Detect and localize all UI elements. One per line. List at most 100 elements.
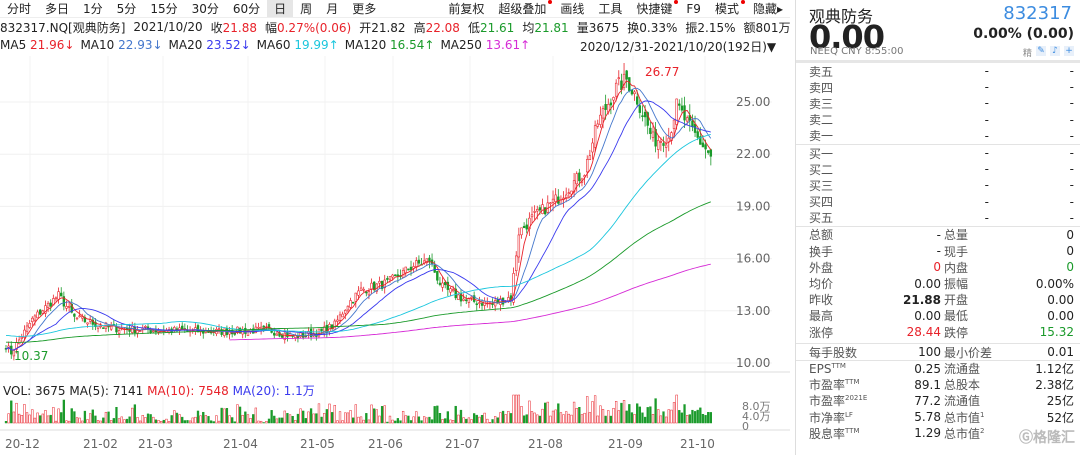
- period-tab[interactable]: 分时: [7, 2, 32, 16]
- volume-bar: [120, 416, 123, 424]
- candle-body: [493, 300, 497, 307]
- order-book-row: 买二 - -: [796, 161, 1080, 177]
- volume-bar: [546, 401, 549, 424]
- candle-body: [299, 332, 302, 337]
- toolbar-button[interactable]: F9: [686, 1, 701, 16]
- volume-bar: [678, 410, 681, 424]
- metric-value: 100: [918, 345, 941, 360]
- candle-body: [596, 123, 599, 127]
- volume-bar: [551, 410, 555, 424]
- toolbar-button[interactable]: 画线: [560, 2, 585, 16]
- toolbar-button[interactable]: 超级叠加: [491, 0, 553, 17]
- avg-value: 21.81: [534, 20, 569, 35]
- volume-bar: [12, 411, 16, 424]
- volume-bar: [183, 420, 186, 424]
- volume-bar: [562, 414, 565, 424]
- volume-bar: [178, 414, 181, 424]
- edit-icon[interactable]: ✎: [1036, 46, 1046, 56]
- x-tick-label: 21-09: [608, 437, 643, 451]
- ma-item: MA120 16.54↑: [345, 38, 435, 52]
- period-tab[interactable]: 更多: [352, 2, 377, 16]
- kline-chart[interactable]: 25.00 22.00 19.00 16.00 13.00 10.00 20-12 21-02…: [0, 0, 790, 455]
- period-tab[interactable]: 多日: [45, 2, 70, 16]
- candle-body: [341, 313, 344, 318]
- plus-icon[interactable]: +: [1064, 46, 1074, 56]
- volume-bar: [112, 418, 115, 424]
- volume-bar: [370, 404, 373, 424]
- volume-bar: [199, 415, 202, 424]
- volume-bar: [607, 410, 610, 424]
- volume-bar: [89, 413, 92, 424]
- ma-item: MA20 23.52↓: [169, 38, 251, 52]
- volume-bar: [296, 413, 300, 424]
- toolbar-button[interactable]: 工具: [598, 2, 623, 16]
- volume-bar: [533, 412, 536, 424]
- toolbar-button[interactable]: 快捷键: [629, 0, 679, 17]
- bell-icon[interactable]: ♪: [1050, 46, 1060, 56]
- volume-bar: [538, 415, 542, 424]
- candle-body: [551, 198, 555, 203]
- stat-cell: 最高: [809, 309, 834, 324]
- period-tab[interactable]: 日: [267, 0, 294, 17]
- volume-bar: [494, 416, 497, 424]
- vol-ma5: MA(5): 7141: [69, 384, 144, 398]
- candle-body: [354, 292, 357, 302]
- stat-cell: 0: [1066, 227, 1074, 242]
- period-tab[interactable]: 30分: [191, 2, 219, 16]
- candle-body: [704, 144, 707, 150]
- volume-bar: [688, 414, 691, 424]
- date-range-selector[interactable]: 2020/12/31-2021/10/20(192日)▼: [580, 40, 777, 54]
- stat-cell: 0: [933, 260, 941, 275]
- precise-label[interactable]: 精: [1022, 49, 1032, 59]
- toolbar-button[interactable]: 模式: [708, 0, 746, 17]
- avg-label: 均: [522, 20, 535, 35]
- period-tab[interactable]: 15分: [150, 2, 178, 16]
- metric-label: 总市值1: [941, 409, 1003, 426]
- price: -: [984, 128, 989, 143]
- candle-body: [370, 282, 373, 290]
- volume-bar: [699, 407, 702, 424]
- volume-bar: [99, 420, 102, 424]
- period-tab[interactable]: 1分: [83, 2, 103, 16]
- vol-y-tick: 4.0万: [742, 410, 771, 423]
- volume-bar: [472, 413, 476, 424]
- toolbar-button[interactable]: 隐藏▸: [752, 2, 783, 16]
- volume-bar: [346, 412, 350, 424]
- volume-bar: [65, 420, 68, 424]
- period-tab[interactable]: 周: [300, 2, 313, 16]
- price: -: [984, 146, 989, 161]
- fundamental-row: 市盈率TTM 89.1 总股本 2.38亿: [796, 377, 1080, 393]
- stat-cell: 0.00: [1047, 308, 1074, 323]
- level-label: 卖五: [809, 64, 834, 79]
- volume-bar: [588, 412, 592, 424]
- volume-bar: [349, 410, 352, 424]
- stat-row: 均价 0.00 振幅 0.00%: [796, 275, 1080, 292]
- candle-body: [41, 310, 45, 314]
- ma-value: 16.54↑: [390, 38, 435, 52]
- volume-bar: [544, 402, 547, 424]
- x-tick-label: 21-05: [300, 437, 335, 451]
- candle-body: [46, 302, 50, 308]
- volume-bar: [328, 403, 331, 424]
- period-tab[interactable]: 60分: [232, 2, 261, 16]
- volume-bar: [383, 405, 386, 424]
- volume-bar: [362, 419, 365, 424]
- volume: -: [1069, 146, 1074, 161]
- level-label: 卖二: [809, 113, 834, 128]
- candle-body: [81, 316, 84, 319]
- volume-bar: [249, 418, 252, 424]
- stat-cell: 0.00: [914, 276, 941, 291]
- volume-bar: [488, 422, 492, 424]
- volume-bar: [604, 415, 607, 424]
- amp-label: 振: [685, 20, 698, 35]
- period-tab[interactable]: 5分: [116, 2, 137, 16]
- period-tab[interactable]: 月: [326, 2, 339, 16]
- volume-bar: [49, 414, 52, 424]
- order-book-row: 买五 - -: [796, 210, 1080, 226]
- close-label: 收: [210, 20, 223, 35]
- volume-bar: [622, 400, 626, 424]
- toolbar-button[interactable]: 前复权: [448, 2, 485, 16]
- volume-bar: [15, 402, 18, 424]
- ma-value: 13.61↑: [485, 38, 531, 52]
- price: -: [984, 162, 989, 177]
